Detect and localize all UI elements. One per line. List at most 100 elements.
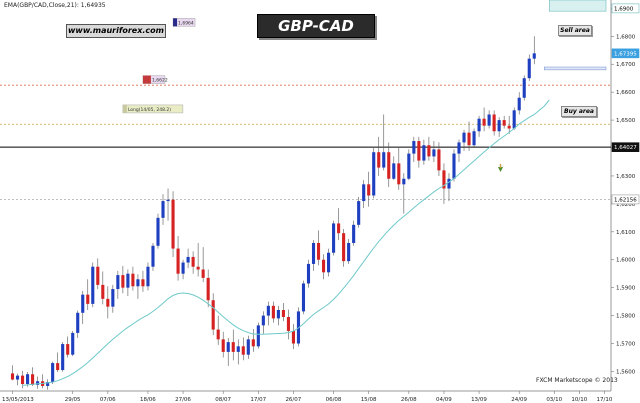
annotation-tag-marker-0 [173, 18, 178, 27]
candle-body-62 [321, 259, 326, 273]
candle-body-54 [281, 310, 285, 317]
x-tick-label-1: 29/05 [65, 397, 81, 403]
x-tick-label-7: 26/07 [285, 397, 301, 403]
y-axis-ticks: 1,69001,68001,67001,66001,65001,64001,63… [611, 6, 636, 375]
candle-body-45 [236, 346, 240, 352]
candle-body-40 [211, 300, 215, 330]
candle-body-72 [372, 152, 376, 196]
annotation-tag-label-2: Long(14/05, 248.2) [128, 107, 171, 113]
x-tick-label-13: 24/09 [511, 397, 527, 403]
credit-label: FXCM Marketscope © 2013 [536, 377, 618, 384]
y-tick-label-2: 1,6700 [616, 62, 636, 68]
x-tick-label-3: 18/06 [140, 397, 156, 403]
candle-body-38 [201, 269, 205, 278]
candle-body-18 [101, 284, 105, 299]
candle-body-100 [512, 110, 516, 129]
candle-body-56 [291, 330, 296, 344]
website-label: www.mauriforex.com [66, 24, 166, 38]
x-tick-label-2: 07/06 [100, 397, 116, 403]
candle-body-97 [497, 120, 501, 132]
candle-body-58 [301, 283, 306, 312]
price-tags: 1,6900 1,67395 1,64027 1,62156 [611, 3, 640, 205]
candle-body-22 [121, 275, 125, 288]
candle-body-55 [286, 316, 290, 331]
x-tick-label-5: 08/07 [215, 397, 231, 403]
candle-body-84 [432, 149, 436, 157]
candle-body-49 [256, 325, 260, 347]
candle-body-36 [191, 256, 195, 267]
candle-body-26 [141, 279, 145, 287]
y-tick-label-8: 1,6100 [616, 230, 636, 236]
candle-body-46 [241, 346, 245, 355]
plot-background [0, 0, 611, 391]
candle-body-37 [196, 266, 200, 270]
y-tick-label-11: 1,5800 [616, 314, 636, 320]
x-axis-ticks: 13/05/2013 29/05 07/06 18/06 27/06 08/07 17/07… [2, 391, 613, 403]
zone-rect-0 [549, 0, 607, 12]
ema-line [22, 99, 550, 386]
x-tick-label-16: 17/10 [596, 397, 612, 403]
indicator-label: EMA(GBP/CAD,Close,21): 1,64935 [4, 2, 106, 9]
candle-body-14 [81, 294, 85, 313]
candle-body-2 [20, 375, 25, 385]
y-tick-label-10: 1,5900 [616, 286, 636, 292]
x-tick-label-12: 13/09 [471, 397, 487, 403]
candle-body-69 [357, 201, 361, 225]
x-tick-label-15: 10/10 [571, 397, 587, 403]
candle-body-88 [452, 153, 456, 179]
candle-body-86 [442, 170, 446, 189]
candle-body-63 [327, 252, 331, 273]
candle-body-3 [26, 374, 30, 385]
candle-body-43 [226, 342, 230, 352]
y-tick-label-13: 1,5600 [616, 369, 636, 375]
candle-body-10 [61, 344, 65, 371]
candle-body-83 [427, 145, 431, 157]
candle-body-82 [422, 145, 426, 161]
candle-body-80 [412, 141, 416, 154]
candle-body-13 [76, 312, 80, 333]
x-tick-label-8: 06/08 [326, 397, 342, 403]
candle-body-17 [96, 266, 100, 285]
candle-body-52 [271, 305, 275, 319]
candle-body-61 [316, 242, 321, 260]
candle-body-39 [206, 277, 210, 301]
candle-body-101 [517, 97, 521, 111]
candle-body-15 [86, 294, 90, 304]
candle-body-68 [352, 224, 356, 243]
candle-body-77 [397, 163, 401, 185]
candle-body-28 [151, 245, 155, 267]
y-tick-label-9: 1,6000 [616, 258, 636, 264]
candle-body-89 [457, 142, 461, 154]
candle-body-95 [487, 114, 491, 126]
annotation-tag-label-0: 1,6964 [178, 20, 194, 26]
candle-body-93 [477, 118, 481, 132]
candle-body-27 [146, 266, 150, 287]
candle-body-67 [347, 242, 351, 262]
candle-body-53 [276, 310, 280, 319]
candle-body-7 [46, 382, 50, 386]
candle-body-102 [522, 78, 526, 98]
candle-body-1 [15, 375, 20, 380]
candle-body-11 [66, 344, 70, 355]
candle-body-87 [447, 178, 451, 189]
candle-body-25 [136, 279, 140, 287]
candle-body-31 [166, 199, 170, 202]
candle-body-81 [417, 141, 421, 161]
annotation-tags: 1,6964 1,6622 Long(14/05, 248.2) [122, 18, 196, 114]
candle-body-19 [106, 298, 110, 307]
candle-body-29 [156, 217, 160, 246]
candle-body-34 [181, 262, 185, 274]
y-tick-label-1: 1,6800 [616, 34, 636, 40]
candle-body-104 [532, 53, 536, 59]
y-tick-label-6: 1,6300 [616, 174, 636, 180]
price-tag-label-3: 1,62156 [614, 197, 637, 203]
candle-body-78 [402, 178, 406, 185]
annotation-tag-marker-2 [122, 104, 127, 113]
y-tick-label-3: 1,6600 [616, 90, 636, 96]
chart-title: GBP-CAD daily [257, 14, 375, 57]
x-tick-label-6: 17/07 [250, 397, 266, 403]
candles [10, 36, 536, 390]
annotation-tag-label-1: 1,6622 [152, 78, 168, 84]
price-tag-label-1: 1,67395 [614, 51, 637, 57]
y-tick-label-12: 1,5700 [616, 342, 636, 348]
